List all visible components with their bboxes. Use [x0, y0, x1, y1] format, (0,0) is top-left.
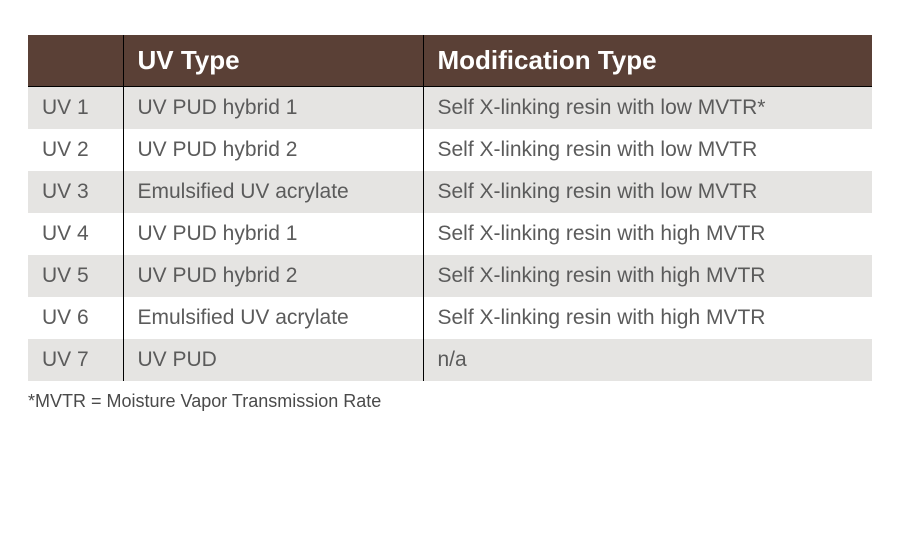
cell-uv-type: Emulsified UV acrylate [123, 297, 423, 339]
cell-id: UV 4 [28, 213, 123, 255]
cell-modification-type: Self X-linking resin with high MVTR [423, 213, 872, 255]
table-row: UV 1UV PUD hybrid 1Self X-linking resin … [28, 87, 872, 130]
table-row: UV 2UV PUD hybrid 2Self X-linking resin … [28, 129, 872, 171]
cell-uv-type: UV PUD hybrid 2 [123, 129, 423, 171]
cell-uv-type: UV PUD [123, 339, 423, 381]
cell-modification-type: Self X-linking resin with low MVTR [423, 129, 872, 171]
cell-modification-type: Self X-linking resin with high MVTR [423, 255, 872, 297]
table-row: UV 4UV PUD hybrid 1Self X-linking resin … [28, 213, 872, 255]
cell-id: UV 1 [28, 87, 123, 130]
header-blank [28, 35, 123, 87]
cell-modification-type: Self X-linking resin with low MVTR [423, 171, 872, 213]
cell-id: UV 2 [28, 129, 123, 171]
table-row: UV 7UV PUDn/a [28, 339, 872, 381]
cell-uv-type: UV PUD hybrid 2 [123, 255, 423, 297]
cell-modification-type: Self X-linking resin with high MVTR [423, 297, 872, 339]
header-modification-type: Modification Type [423, 35, 872, 87]
table-row: UV 6Emulsified UV acrylateSelf X-linking… [28, 297, 872, 339]
cell-id: UV 6 [28, 297, 123, 339]
table-header-row: UV Type Modification Type [28, 35, 872, 87]
cell-id: UV 5 [28, 255, 123, 297]
cell-uv-type: UV PUD hybrid 1 [123, 213, 423, 255]
header-uv-type: UV Type [123, 35, 423, 87]
table-row: UV 5UV PUD hybrid 2Self X-linking resin … [28, 255, 872, 297]
footnote: *MVTR = Moisture Vapor Transmission Rate [28, 381, 872, 412]
table-row: UV 3Emulsified UV acrylateSelf X-linking… [28, 171, 872, 213]
cell-id: UV 7 [28, 339, 123, 381]
cell-id: UV 3 [28, 171, 123, 213]
cell-uv-type: Emulsified UV acrylate [123, 171, 423, 213]
cell-modification-type: Self X-linking resin with low MVTR* [423, 87, 872, 130]
cell-uv-type: UV PUD hybrid 1 [123, 87, 423, 130]
table-body: UV 1UV PUD hybrid 1Self X-linking resin … [28, 87, 872, 382]
cell-modification-type: n/a [423, 339, 872, 381]
uv-types-table: UV Type Modification Type UV 1UV PUD hyb… [28, 35, 872, 381]
